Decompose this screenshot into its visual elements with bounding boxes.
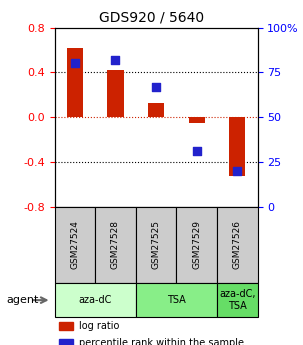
- Text: GSM27524: GSM27524: [70, 220, 79, 269]
- Point: [154, 84, 158, 90]
- Text: percentile rank within the sample: percentile rank within the sample: [79, 338, 244, 345]
- Text: aza-dC,
TSA: aza-dC, TSA: [219, 289, 255, 311]
- Text: log ratio: log ratio: [79, 321, 119, 331]
- Point: [72, 61, 77, 66]
- Bar: [229, 117, 245, 176]
- FancyBboxPatch shape: [55, 283, 136, 317]
- Bar: [148, 103, 164, 117]
- FancyBboxPatch shape: [136, 207, 176, 283]
- FancyBboxPatch shape: [217, 207, 258, 283]
- FancyBboxPatch shape: [55, 207, 95, 283]
- Bar: [188, 117, 205, 123]
- FancyBboxPatch shape: [95, 207, 136, 283]
- Bar: [107, 70, 124, 117]
- Point: [113, 57, 118, 63]
- Bar: [58, 322, 73, 330]
- Text: GSM27526: GSM27526: [233, 220, 242, 269]
- Text: GSM27529: GSM27529: [192, 220, 201, 269]
- Text: agent: agent: [6, 295, 38, 305]
- Text: GSM27525: GSM27525: [152, 220, 161, 269]
- FancyBboxPatch shape: [217, 283, 258, 317]
- Point: [235, 168, 240, 174]
- Text: GDS920 / 5640: GDS920 / 5640: [99, 10, 204, 24]
- FancyBboxPatch shape: [176, 207, 217, 283]
- Text: TSA: TSA: [167, 295, 186, 305]
- Bar: [58, 339, 73, 345]
- Text: aza-dC: aza-dC: [78, 295, 112, 305]
- Point: [194, 149, 199, 154]
- Bar: [67, 48, 83, 117]
- Text: GSM27528: GSM27528: [111, 220, 120, 269]
- FancyBboxPatch shape: [136, 283, 217, 317]
